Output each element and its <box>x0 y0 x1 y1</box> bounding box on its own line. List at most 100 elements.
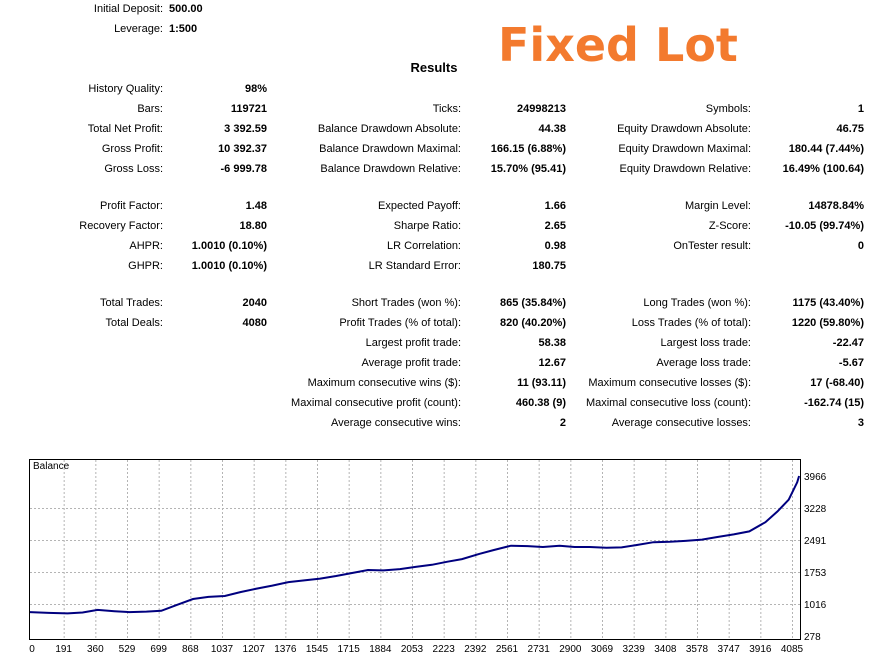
stat-value: 0.98 <box>544 240 566 252</box>
balance-chart: Balance 3966 3228 2491 1753 1016 278 0 191 360 5… <box>29 459 827 655</box>
stat-value: 1.0010 (0.10%) <box>191 260 267 272</box>
x-tick-label: 3239 <box>623 644 646 655</box>
initial-deposit-label: Initial Deposit: <box>93 3 163 15</box>
stat-label: Long Trades (won %): <box>643 297 751 309</box>
stat-value: 1.66 <box>544 200 566 212</box>
x-tick-label: 2731 <box>528 644 551 655</box>
y-tick-label: 3966 <box>804 472 827 483</box>
y-tick-label: 1016 <box>804 600 827 611</box>
x-tick-label: 2392 <box>464 644 487 655</box>
x-tick-label: 3408 <box>654 644 677 655</box>
stat-label: Recovery Factor: <box>79 220 163 232</box>
stat-value: 98% <box>244 83 267 95</box>
stat-label: Sharpe Ratio: <box>393 220 461 232</box>
stat-value: 11 (93.11) <box>517 377 566 389</box>
x-tick-label: 1715 <box>338 644 361 655</box>
stat-label: Maximal consecutive loss (count): <box>585 397 751 409</box>
stat-label: LR Correlation: <box>387 240 461 252</box>
stat-value: 1175 (43.40%) <box>792 297 864 309</box>
stat-value: 58.38 <box>538 337 566 349</box>
stat-value: 12.67 <box>538 357 566 369</box>
stat-label: Average loss trade: <box>656 357 751 369</box>
stat-value: 2.65 <box>544 220 566 232</box>
x-tick-label: 1884 <box>369 644 392 655</box>
stat-value: -6 999.78 <box>220 163 267 175</box>
x-tick-label: 1545 <box>306 644 329 655</box>
x-tick-label: 3747 <box>718 644 741 655</box>
stat-label: Symbols: <box>705 103 751 115</box>
x-axis-ticks: 0 191 360 529 699 868 1037 1207 1376 1545 1715 1884… <box>29 644 803 655</box>
stat-label: Loss Trades (% of total): <box>631 317 751 329</box>
y-tick-label: 3228 <box>804 504 827 515</box>
stat-label: OnTester result: <box>673 240 751 252</box>
stat-value: -5.67 <box>838 357 864 369</box>
stat-label: Profit Factor: <box>100 200 163 212</box>
stat-value: 1.48 <box>245 200 267 212</box>
x-tick-label: 699 <box>150 644 167 655</box>
x-tick-label: 3916 <box>749 644 772 655</box>
x-tick-label: 2223 <box>433 644 456 655</box>
stat-value: 180.75 <box>532 260 566 272</box>
stat-value: 14878.84% <box>808 200 864 212</box>
initial-deposit-value: 500.00 <box>169 3 203 15</box>
stat-value: 24998213 <box>517 103 566 115</box>
x-tick-label: 0 <box>29 644 35 655</box>
stat-label: Gross Profit: <box>101 143 163 155</box>
stat-value: -162.74 (15) <box>804 397 864 409</box>
stat-value: 10 392.37 <box>218 143 267 155</box>
stat-value: 3 392.59 <box>224 123 267 135</box>
stat-label: Largest loss trade: <box>660 337 752 349</box>
stat-label: Profit Trades (% of total): <box>339 317 461 329</box>
stat-value: 0 <box>857 240 864 252</box>
x-tick-label: 2900 <box>559 644 582 655</box>
stat-label: GHPR: <box>128 260 163 272</box>
stat-label: Total Deals: <box>105 317 163 329</box>
x-tick-label: 1207 <box>243 644 266 655</box>
stat-label: LR Standard Error: <box>368 260 461 272</box>
chart-grid <box>30 460 800 639</box>
stat-label: Expected Payoff: <box>378 200 461 212</box>
fixed-lot-banner: Fixed Lot <box>498 18 738 72</box>
x-tick-label: 3578 <box>686 644 709 655</box>
stat-value: 119721 <box>230 103 267 115</box>
stat-value: 865 (35.84%) <box>499 297 566 309</box>
stat-label: Average consecutive losses: <box>611 417 751 429</box>
x-tick-label: 1037 <box>211 644 234 655</box>
stat-label: AHPR: <box>129 240 163 252</box>
stat-label: Ticks: <box>432 103 461 115</box>
y-axis-ticks: 3966 3228 2491 1753 1016 278 <box>804 472 827 643</box>
stat-label: Average consecutive wins: <box>330 417 461 429</box>
chart-title: Balance <box>33 461 70 472</box>
stat-label: Equity Drawdown Absolute: <box>617 123 751 135</box>
stat-label: Total Trades: <box>100 297 163 309</box>
stat-label: Equity Drawdown Maximal: <box>618 143 751 155</box>
stat-value: 166.15 (6.88%) <box>490 143 566 155</box>
x-tick-label: 868 <box>182 644 199 655</box>
x-tick-label: 529 <box>119 644 136 655</box>
x-tick-label: 2053 <box>401 644 424 655</box>
stat-label: Short Trades (won %): <box>351 297 461 309</box>
stat-label: History Quality: <box>88 83 163 95</box>
x-tick-label: 4085 <box>781 644 804 655</box>
stat-value: 1220 (59.80%) <box>791 317 864 329</box>
x-tick-label: 1376 <box>274 644 297 655</box>
results-title: Results <box>410 60 458 75</box>
stat-value: 16.49% (100.64) <box>782 163 864 175</box>
stat-value: 1 <box>857 103 864 115</box>
leverage-label: Leverage: <box>114 23 163 35</box>
stat-label: Balance Drawdown Absolute: <box>317 123 461 135</box>
stat-label: Z-Score: <box>708 220 751 232</box>
stat-label: Maximal consecutive profit (count): <box>291 397 461 409</box>
stat-value: 4080 <box>242 317 267 329</box>
stat-label: Gross Loss: <box>104 163 163 175</box>
stat-value: 15.70% (95.41) <box>490 163 566 175</box>
x-tick-label: 2561 <box>496 644 519 655</box>
stat-value: -10.05 (99.74%) <box>785 220 864 232</box>
stat-label: Largest profit trade: <box>365 337 461 349</box>
stat-value: 46.75 <box>836 123 864 135</box>
stat-label: Average profit trade: <box>361 357 461 369</box>
stat-label: Balance Drawdown Relative: <box>320 163 461 175</box>
stat-value: 180.44 (7.44%) <box>788 143 864 155</box>
stat-label: Equity Drawdown Relative: <box>619 163 751 175</box>
y-tick-label: 2491 <box>804 536 827 547</box>
